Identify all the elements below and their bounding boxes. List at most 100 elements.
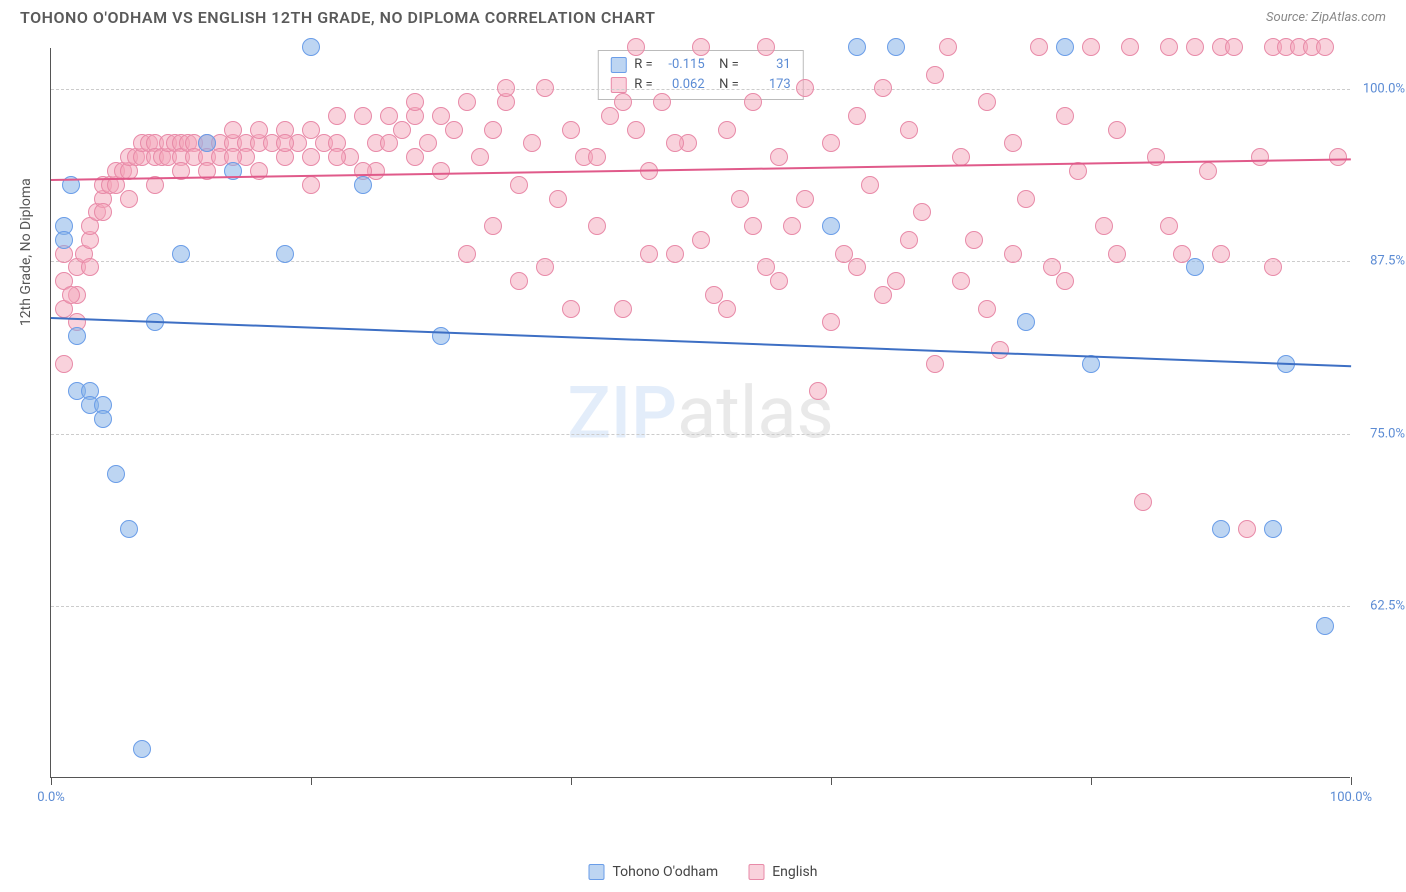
data-point	[666, 245, 684, 263]
watermark-brand: ZIP	[567, 370, 677, 455]
legend-swatch	[610, 57, 626, 73]
data-point	[861, 176, 879, 194]
data-point	[302, 176, 320, 194]
data-point	[510, 176, 528, 194]
data-point	[939, 38, 957, 56]
data-point	[1121, 38, 1139, 56]
y-tick-label: 100.0%	[1363, 82, 1405, 97]
data-point	[1134, 493, 1152, 511]
data-point	[62, 286, 80, 304]
y-axis-label: 12th Grade, No Diploma	[18, 178, 34, 326]
data-point	[1004, 134, 1022, 152]
data-point	[887, 38, 905, 56]
data-point	[796, 79, 814, 97]
data-point	[848, 38, 866, 56]
data-point	[406, 93, 424, 111]
x-tick	[51, 777, 52, 785]
data-point	[809, 382, 827, 400]
data-point	[653, 93, 671, 111]
data-point	[354, 176, 372, 194]
data-point	[822, 217, 840, 235]
y-tick-label: 62.5%	[1370, 598, 1405, 613]
data-point	[718, 121, 736, 139]
data-point	[302, 38, 320, 56]
data-point	[770, 148, 788, 166]
data-point	[1082, 38, 1100, 56]
data-point	[536, 258, 554, 276]
data-point	[731, 190, 749, 208]
data-point	[484, 217, 502, 235]
data-point	[692, 231, 710, 249]
series-legend-label: English	[772, 864, 817, 880]
data-point	[1316, 617, 1334, 635]
data-point	[900, 121, 918, 139]
data-point	[458, 245, 476, 263]
data-point	[1017, 313, 1035, 331]
data-point	[601, 107, 619, 125]
data-point	[172, 245, 190, 263]
legend-n-value: 173	[747, 75, 791, 95]
legend-n-value: 31	[747, 55, 791, 75]
legend-r-value: 0.062	[661, 75, 705, 95]
data-point	[471, 148, 489, 166]
correlation-legend: R =-0.115 N =31R =0.062 N =173	[597, 50, 803, 100]
data-point	[1264, 258, 1282, 276]
data-point	[614, 300, 632, 318]
legend-swatch	[589, 864, 605, 880]
x-tick	[311, 777, 312, 785]
legend-r-label: R =	[634, 55, 652, 75]
data-point	[1329, 148, 1347, 166]
data-point	[432, 327, 450, 345]
data-point	[822, 134, 840, 152]
data-point	[1212, 520, 1230, 538]
data-point	[354, 107, 372, 125]
data-point	[536, 79, 554, 97]
data-point	[328, 107, 346, 125]
gridline	[51, 434, 1350, 435]
data-point	[549, 190, 567, 208]
data-point	[523, 134, 541, 152]
data-point	[484, 121, 502, 139]
x-tick-label: 0.0%	[37, 790, 65, 805]
data-point	[666, 134, 684, 152]
legend-n-label: N =	[713, 55, 739, 75]
data-point	[302, 148, 320, 166]
data-point	[913, 203, 931, 221]
data-point	[926, 66, 944, 84]
data-point	[1316, 38, 1334, 56]
data-point	[848, 107, 866, 125]
series-legend: Tohono O'odham English	[589, 864, 818, 880]
legend-row: R =-0.115 N =31	[610, 55, 790, 75]
data-point	[796, 190, 814, 208]
y-tick-label: 75.0%	[1370, 426, 1405, 441]
x-tick-label: 100.0%	[1330, 790, 1372, 805]
data-point	[952, 272, 970, 290]
data-point	[68, 327, 86, 345]
data-point	[1160, 38, 1178, 56]
data-point	[627, 121, 645, 139]
data-point	[55, 355, 73, 373]
data-point	[874, 79, 892, 97]
gridline	[51, 261, 1350, 262]
data-point	[445, 121, 463, 139]
data-point	[1056, 272, 1074, 290]
data-point	[1186, 258, 1204, 276]
data-point	[380, 134, 398, 152]
data-point	[744, 93, 762, 111]
data-point	[640, 245, 658, 263]
data-point	[692, 38, 710, 56]
x-tick	[831, 777, 832, 785]
header: TOHONO O'ODHAM VS ENGLISH 12TH GRADE, NO…	[0, 0, 1406, 33]
series-legend-item: Tohono O'odham	[589, 864, 719, 880]
data-point	[848, 258, 866, 276]
data-point	[1108, 245, 1126, 263]
data-point	[1160, 217, 1178, 235]
data-point	[94, 410, 112, 428]
data-point	[900, 231, 918, 249]
data-point	[887, 272, 905, 290]
data-point	[562, 300, 580, 318]
data-point	[94, 203, 112, 221]
data-point	[1264, 520, 1282, 538]
data-point	[432, 162, 450, 180]
data-point	[1238, 520, 1256, 538]
